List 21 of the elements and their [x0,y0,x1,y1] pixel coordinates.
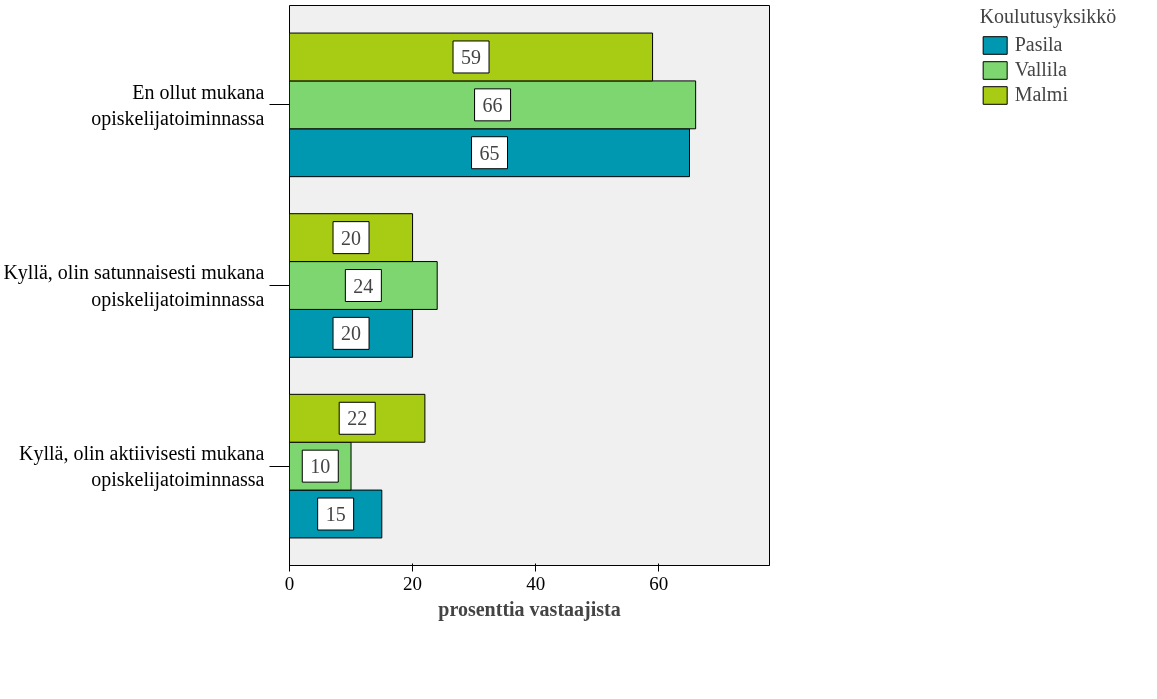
data-label: 59 [461,45,482,68]
x-axis-title: prosenttia vastaajista [438,597,621,621]
legend-label: Vallila [1014,58,1067,81]
x-tick-label: 40 [526,572,546,594]
x-tick-label: 60 [649,572,669,594]
data-label: 22 [347,407,368,430]
data-label: 20 [341,322,362,345]
legend-title: Koulutusyksikkö [979,5,1117,28]
y-tick-label: Kyllä, olin aktiivisesti mukana opiskelijatoiminnassa [18,441,265,492]
x-tick-label: 0 [284,572,295,594]
y-tick-label: Kyllä, olin satunnaisesti mukana opiskelijatoiminnassa [3,261,265,311]
x-tick-label: 20 [403,572,423,594]
data-label: 66 [482,93,503,116]
legend-label: Pasila [1014,33,1063,56]
legend-label: Malmi [1014,83,1068,106]
data-label: 65 [479,141,500,164]
y-tick-label: En ollut mukana opiskelijatoiminnassa [91,80,265,131]
data-label: 20 [341,226,362,249]
data-label: 10 [310,455,331,478]
data-label: 15 [325,503,346,526]
data-label: 24 [353,274,374,297]
